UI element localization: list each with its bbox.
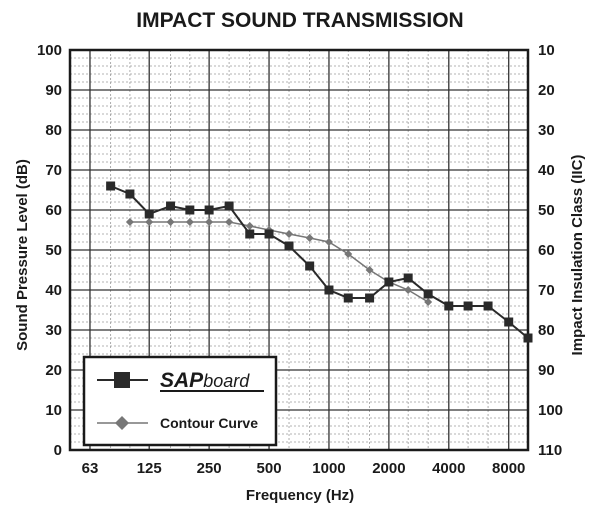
x-axis-label: Frequency (Hz) [246,487,354,504]
sapboard-point [125,189,135,199]
y-tick-label: 40 [45,282,62,299]
sapboard-point [444,301,454,311]
sapboard-point [264,229,274,239]
y-tick-label: 10 [45,402,62,419]
legend-contour-marker [115,416,129,430]
x-tick-label: 250 [197,460,222,477]
sapboard-point [245,229,255,239]
x-tick-label: 125 [137,460,162,477]
y-axis-label: Sound Pressure Level (dB) [14,159,31,351]
x-tick-label: 8000 [492,460,525,477]
x-tick-label: 500 [257,460,282,477]
y-tick-label: 70 [45,162,62,179]
contour-curve-line [129,221,429,303]
series-layer [106,181,533,343]
legend: SAPboard Contour Curve [82,355,278,447]
sapboard-point [504,317,514,327]
sapboard-point [523,333,533,343]
y2-tick-label: 50 [538,202,555,219]
y-tick-label: 30 [45,322,62,339]
sapboard-point [166,201,176,211]
y-tick-label: 0 [54,442,62,459]
plot-border [68,48,530,452]
y-tick-label: 100 [37,42,62,59]
sapboard-point [144,209,154,219]
sapboard-point [305,261,315,271]
contour-curve-point [205,218,214,226]
y2-tick-label: 70 [538,282,555,299]
x-axis-ticks: 63 125 250 500 1000 2000 4000 8000 [82,460,526,477]
sapboard-point [403,273,413,283]
y-tick-label: 20 [45,362,62,379]
y-tick-label: 80 [45,122,62,139]
contour-curve-point [424,298,433,306]
contour-curve-point [305,234,314,242]
chart-title: IMPACT SOUND TRANSMISSION [136,9,463,32]
legend-sapboard-label: SAPboard [160,369,250,392]
sapboard-point [483,301,493,311]
sapboard-point [423,289,433,299]
sapboard-line [110,185,529,339]
sapboard-point [384,277,394,287]
y2-tick-label: 40 [538,162,555,179]
contour-curve-point [324,238,333,246]
y2-tick-label: 60 [538,242,555,259]
x-tick-label: 1000 [312,460,345,477]
y-tick-label: 50 [45,242,62,259]
sapboard-point [106,181,116,191]
contour-curve-point [344,250,353,258]
y2-tick-label: 100 [538,402,563,419]
y2-axis-label: Impact Insulation Class (IIC) [569,155,586,356]
x-tick-label: 2000 [372,460,405,477]
contour-curve-point [225,218,234,226]
y2-tick-label: 10 [538,42,555,59]
sapboard-point [463,301,473,311]
legend-contour-label: Contour Curve [160,415,258,431]
y2-tick-label: 20 [538,82,555,99]
y2-tick-label: 90 [538,362,555,379]
y2-tick-label: 110 [538,442,562,459]
sapboard-point [284,241,294,251]
legend-box [82,355,278,447]
sapboard-point [185,205,195,215]
contour-curve-point [365,266,374,274]
y-tick-label: 60 [45,202,62,219]
sapboard-point [343,293,353,303]
contour-curve-point [404,286,413,294]
sapboard-point [204,205,214,215]
sapboard-point [324,285,334,295]
y-tick-label: 90 [45,82,62,99]
sapboard-point [224,201,234,211]
y2-axis-ticks: 110 100 90 80 70 60 50 40 30 20 10 [538,42,563,459]
x-tick-label: 63 [82,460,99,477]
contour-curve-point [125,218,134,226]
contour-curve-point [145,218,154,226]
y-axis-ticks: 0 10 20 30 40 50 60 70 80 90 100 [37,42,62,459]
y2-tick-label: 80 [538,322,555,339]
contour-curve-point [285,230,294,238]
y2-tick-label: 30 [538,122,555,139]
sapboard-point [365,293,375,303]
x-tick-label: 4000 [432,460,465,477]
legend-sapboard-marker [114,372,130,388]
contour-curve-point [185,218,194,226]
contour-curve-point [245,222,254,230]
contour-curve-point [166,218,175,226]
